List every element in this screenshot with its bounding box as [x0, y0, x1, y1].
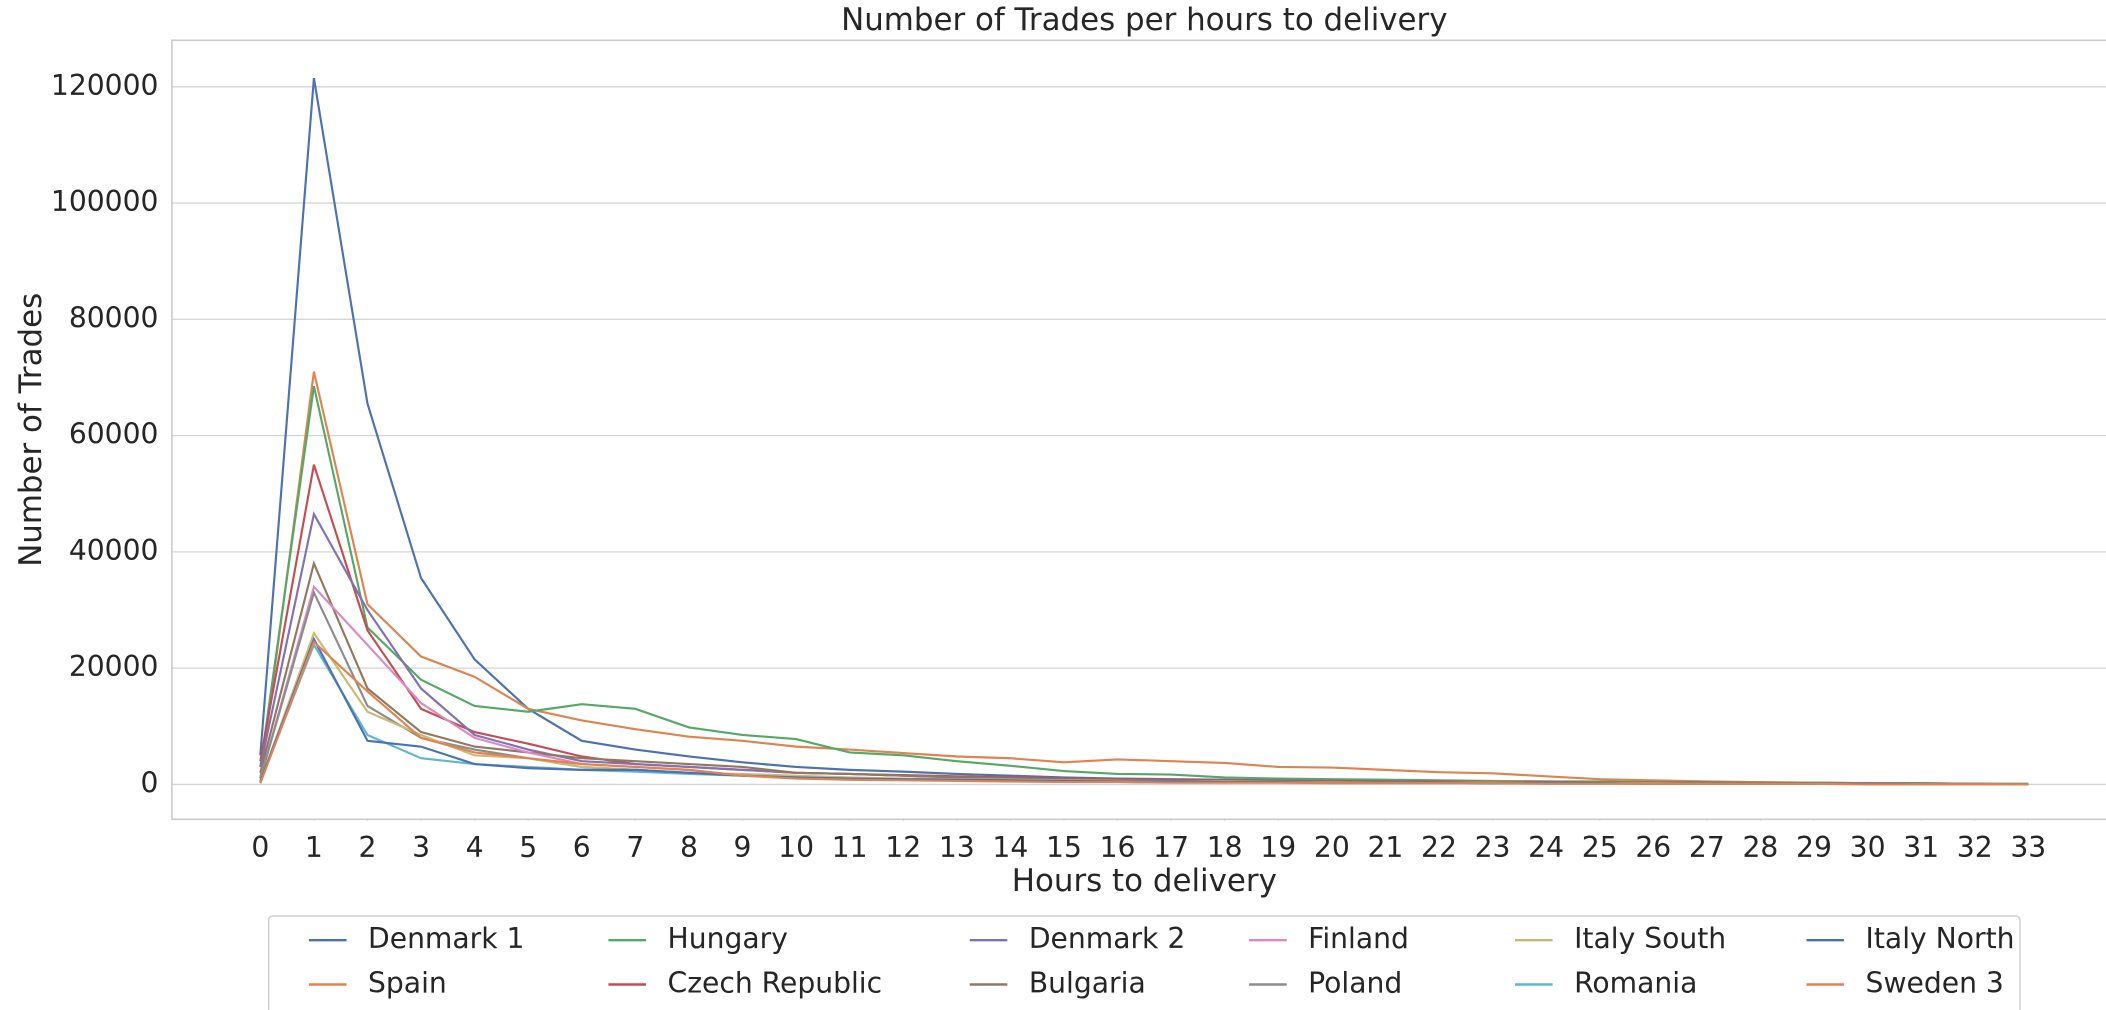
legend-label: Italy North [1866, 922, 2015, 955]
x-tick-label: 30 [1850, 831, 1886, 864]
plot-frame [171, 39, 2106, 821]
series-line [259, 464, 2029, 786]
legend-label: Spain [368, 966, 447, 999]
x-tick-label: 16 [1100, 831, 1136, 864]
x-tick-label: 33 [2010, 831, 2046, 864]
x-tick-label: 7 [626, 831, 644, 864]
x-tick-label: 1 [305, 831, 323, 864]
x-tick-label: 26 [1635, 831, 1671, 864]
x-tick-label: 15 [1046, 831, 1082, 864]
x-tick-label: 14 [992, 831, 1028, 864]
x-tick-label: 18 [1207, 831, 1243, 864]
x-tick-label: 27 [1689, 831, 1725, 864]
legend-label: Sweden 3 [1866, 966, 2004, 999]
series-line [259, 642, 2029, 786]
x-axis-label: Hours to delivery [1012, 863, 1277, 899]
series-line [259, 77, 2029, 785]
x-tick-label: 31 [1903, 831, 1939, 864]
x-tick-label: 21 [1367, 831, 1403, 864]
y-tick-label: 100000 [51, 185, 159, 218]
y-tick-label: 80000 [69, 301, 159, 334]
x-tick-label: 22 [1421, 831, 1457, 864]
x-tick-label: 23 [1475, 831, 1511, 864]
x-tick-label: 25 [1582, 831, 1618, 864]
y-tick-label: 20000 [69, 650, 159, 683]
x-tick-label: 0 [251, 831, 269, 864]
series-line [259, 371, 2029, 786]
legend-label: Bulgaria [1029, 966, 1146, 999]
x-tick-label: 24 [1528, 831, 1564, 864]
series-line [259, 584, 2029, 786]
legend: Denmark 1 Spain Hungary Czech Republic Denma… [267, 915, 2021, 1010]
series-line [259, 640, 2029, 786]
legend-label: Italy South [1574, 922, 1726, 955]
x-tick-label: 2 [359, 831, 377, 864]
legend-label: Poland [1308, 966, 1402, 999]
chart-title: Number of Trades per hours to delivery [841, 2, 1447, 38]
x-tick-label: 5 [519, 831, 537, 864]
x-tick-label: 13 [939, 831, 975, 864]
legend-box [267, 915, 2021, 1010]
x-tick-label: 20 [1314, 831, 1350, 864]
y-tick-label: 0 [141, 766, 159, 799]
legend-label: Denmark 2 [1029, 922, 1185, 955]
series-line [259, 385, 2029, 785]
legend-label: Finland [1308, 922, 1409, 955]
x-tick-label: 17 [1153, 831, 1189, 864]
y-tick-label: 60000 [69, 418, 159, 451]
series-line [259, 589, 2029, 786]
x-tick-label: 32 [1957, 831, 1993, 864]
x-tick-label: 28 [1742, 831, 1778, 864]
x-tick-label: 8 [680, 831, 698, 864]
x-tick-label: 12 [885, 831, 921, 864]
legend-label: Romania [1574, 966, 1697, 999]
x-tick-label: 10 [778, 831, 814, 864]
y-tick-label: 120000 [51, 69, 159, 102]
x-tick-label: 6 [573, 831, 591, 864]
series-line [259, 630, 2029, 786]
legend-label: Czech Republic [668, 966, 883, 999]
x-tick-label: 9 [734, 831, 752, 864]
y-axis-label: Number of Trades [13, 293, 49, 567]
legend-label: Denmark 1 [368, 922, 524, 955]
x-tick-label: 3 [412, 831, 430, 864]
legend-label: Hungary [668, 922, 788, 955]
x-tick-label: 29 [1796, 831, 1832, 864]
x-tick-label: 4 [466, 831, 484, 864]
x-tick-label: 11 [832, 831, 868, 864]
x-tick-label: 19 [1260, 831, 1296, 864]
y-tick-label: 40000 [69, 534, 159, 567]
